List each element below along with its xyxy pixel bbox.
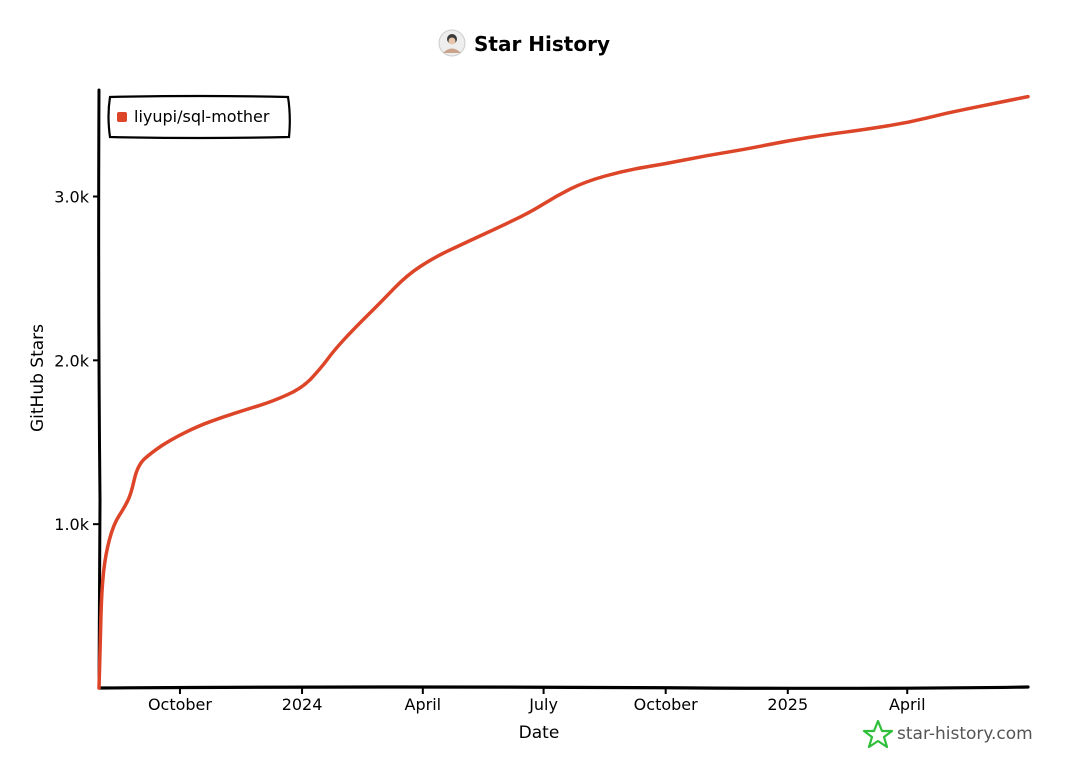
series-line-liyupi-sql-mother (97, 94, 1030, 690)
legend-box (107, 94, 291, 140)
x-tick-label: April (889, 695, 926, 714)
star-logo-icon (862, 719, 894, 749)
y-tick-label: 2.0k (54, 351, 89, 370)
chart-header: Star History (438, 29, 610, 57)
y-tick-label: 3.0k (54, 187, 89, 206)
user-avatar-icon (438, 29, 466, 57)
axes (97, 88, 1030, 690)
y-axis-line (97, 88, 102, 690)
x-tick-label: October (634, 695, 698, 714)
y-axis-title: GitHub Stars (28, 324, 48, 432)
legend-swatch (117, 112, 127, 122)
x-tick-label: 2024 (282, 695, 323, 714)
legend: liyupi/sql-mother (107, 94, 291, 140)
x-tick-label: 2025 (767, 695, 808, 714)
x-axis-line (97, 685, 1030, 690)
chart-title: Star History (474, 32, 610, 56)
brand-watermark[interactable]: star-history.com (862, 719, 1033, 749)
brand-label[interactable]: star-history.com (897, 724, 1033, 744)
x-tick-label: October (148, 695, 212, 714)
x-tick-label: April (405, 695, 442, 714)
y-axis-ticks: 1.0k 2.0k 3.0k (54, 187, 99, 534)
y-tick-label: 1.0k (54, 515, 89, 534)
x-axis-ticks: October 2024 April July October 2025 April (148, 688, 926, 714)
legend-label: liyupi/sql-mother (134, 107, 270, 126)
x-axis-title: Date (519, 723, 560, 743)
x-tick-label: July (528, 695, 558, 714)
